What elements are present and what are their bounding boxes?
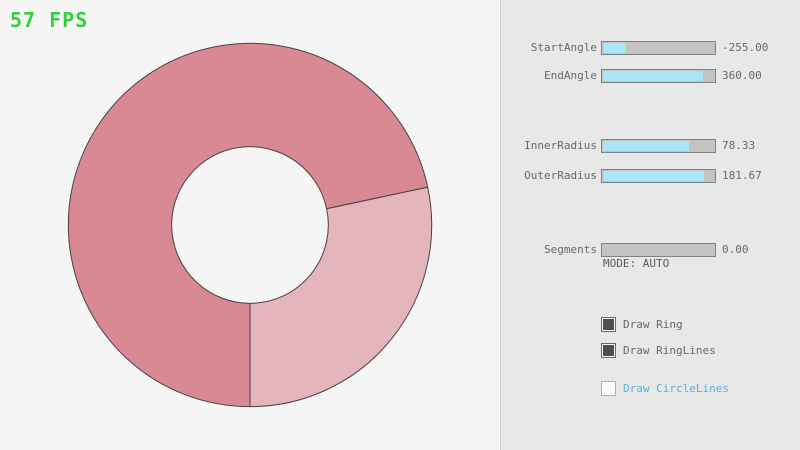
draw-ring-lines-check-mark-icon — [603, 345, 614, 356]
draw-ring-check-mark-icon — [603, 319, 614, 330]
start-angle-value: -255.00 — [722, 41, 769, 54]
inner-radius-value: 78.33 — [722, 139, 756, 152]
end-angle-slider[interactable] — [601, 69, 716, 83]
inner-radius-slider-fill — [603, 141, 690, 151]
start-angle-slider-fill — [603, 43, 626, 53]
inner-radius-slider[interactable] — [601, 139, 716, 153]
end-angle-label: EndAngle — [544, 69, 597, 82]
inner-radius-label: InnerRadius — [524, 139, 597, 152]
ring-shape — [67, 42, 433, 408]
segments-slider[interactable] — [601, 243, 716, 257]
draw-ring-lines-checkbox-label: Draw RingLines — [623, 344, 716, 357]
end-angle-value: 360.00 — [722, 69, 762, 82]
ring-sector-1 — [249, 186, 433, 408]
draw-ring-checkbox-label: Draw Ring — [623, 318, 683, 331]
outer-radius-value: 181.67 — [722, 169, 762, 182]
outer-radius-slider[interactable] — [601, 169, 716, 183]
draw-circle-lines-checkbox-label: Draw CircleLines — [623, 382, 729, 395]
start-angle-label: StartAngle — [530, 41, 597, 54]
control-panel: StartAngle -255.00 EndAngle 360.00 InnerRadi… — [500, 0, 800, 450]
segments-mode-label: MODE: AUTO — [603, 257, 670, 270]
fps-counter: 57 FPS — [10, 8, 89, 32]
segments-label: Segments — [544, 243, 597, 256]
outer-radius-slider-fill — [603, 171, 704, 181]
end-angle-slider-fill — [603, 71, 703, 81]
draw-circle-lines-checkbox[interactable] — [601, 381, 616, 396]
draw-ring-lines-checkbox[interactable] — [601, 343, 616, 358]
start-angle-slider[interactable] — [601, 41, 716, 55]
segments-value: 0.00 — [722, 243, 749, 256]
ring-sector-0 — [67, 42, 429, 408]
outer-radius-label: OuterRadius — [524, 169, 597, 182]
draw-ring-checkbox[interactable] — [601, 317, 616, 332]
